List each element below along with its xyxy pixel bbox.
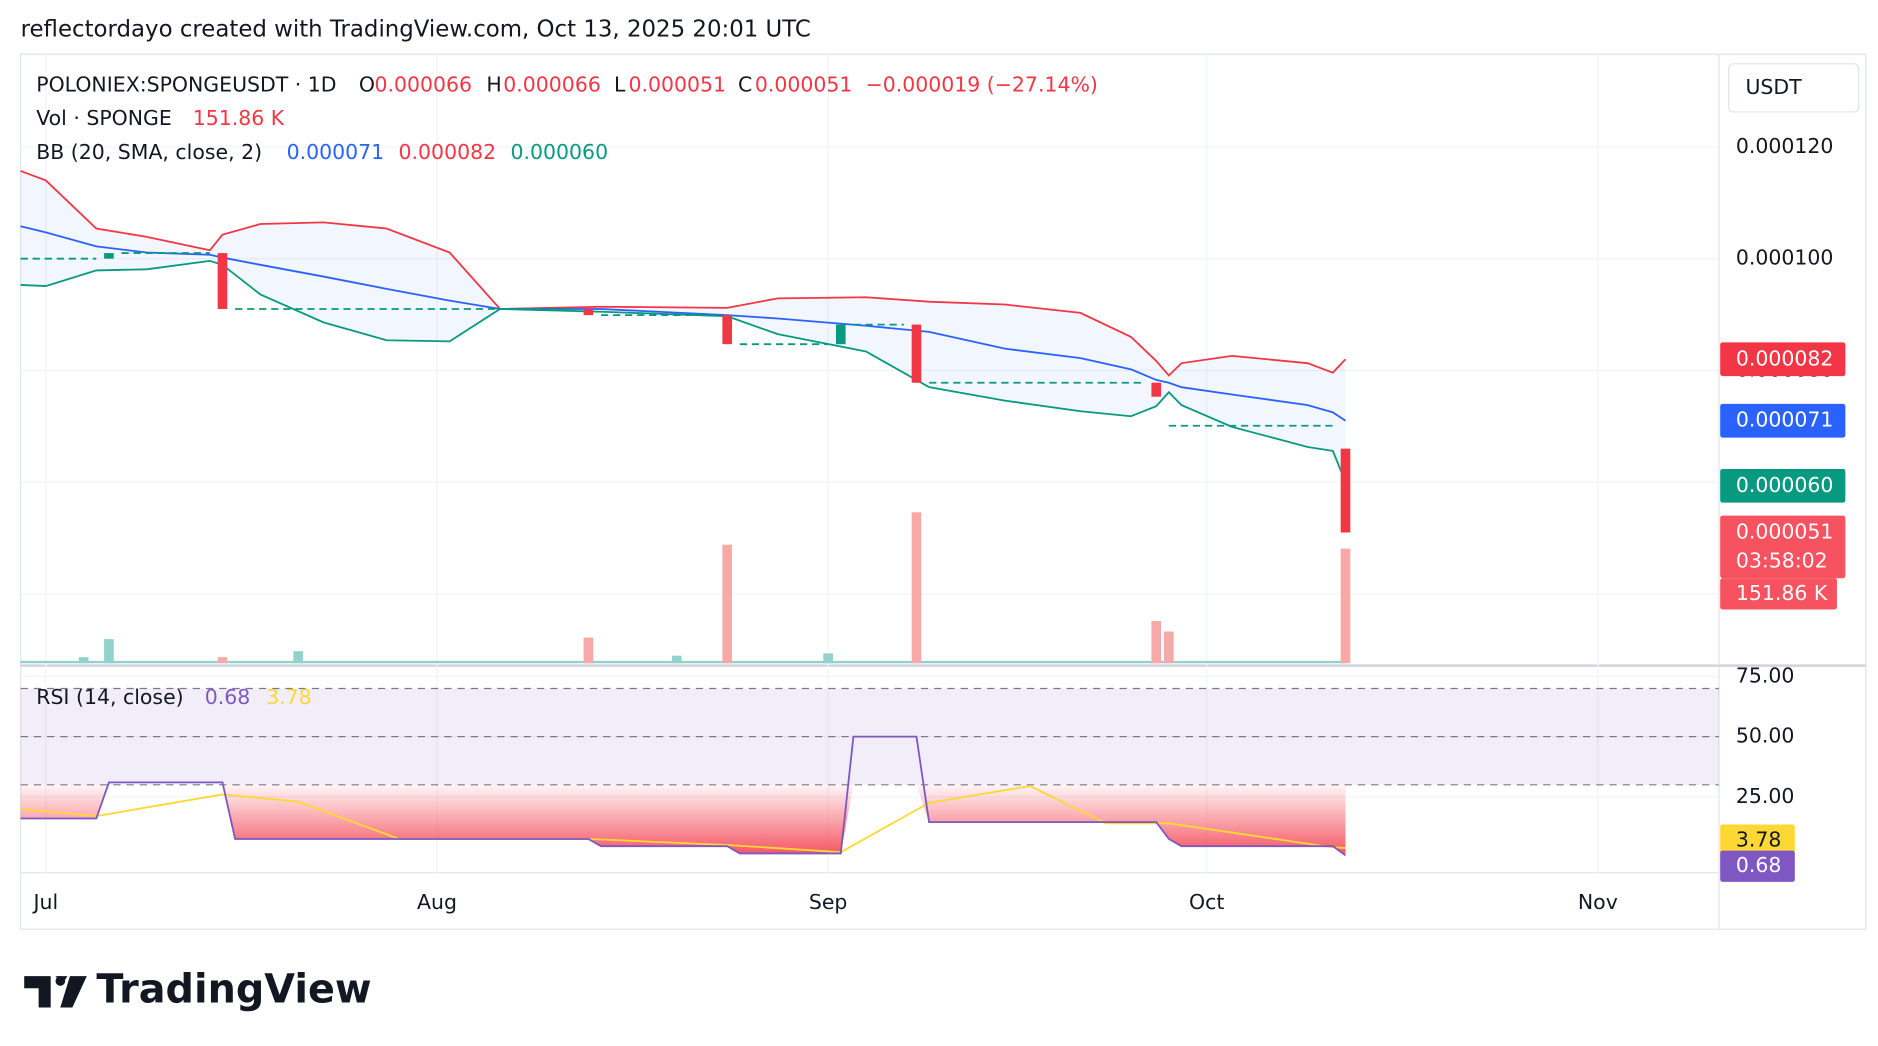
x-tick-label: Aug [417, 890, 457, 914]
rsi-ma [20, 785, 1346, 854]
bb-fill [20, 170, 1346, 483]
bb-upper [20, 170, 1347, 377]
volume-bar [911, 512, 922, 664]
open-value: 0.000066 [374, 72, 472, 96]
logo-text: TradingView [96, 966, 371, 1012]
volume-bar [1340, 548, 1351, 664]
candle-body [1151, 382, 1162, 397]
y-tick-label: 0.000100 [1736, 246, 1834, 270]
bb-basis [20, 225, 1346, 422]
volume-bar [671, 655, 682, 664]
change: −0.000019 (−27.14%) [866, 72, 1098, 96]
candle-body [911, 324, 922, 383]
candle-body [722, 315, 733, 345]
bb-basis-tag: 0.000071 [1736, 408, 1834, 432]
bb-lower-tag: 0.000060 [1736, 473, 1834, 497]
volume-bar [78, 657, 89, 664]
logo-dot [55, 976, 66, 986]
bb-upper-value: 0.000082 [399, 140, 497, 164]
rsi-value: 0.68 [205, 685, 251, 709]
bb-lower-tag-box [1720, 468, 1846, 503]
rsi-tag-box [1720, 850, 1795, 882]
labels: reflectordayo created with TradingView.c… [21, 17, 1860, 1012]
y-tick-label: 0.000120 [1736, 134, 1834, 158]
bb-basis-tag-box [1720, 403, 1846, 438]
volume-bar [1151, 620, 1162, 664]
x-tick-label: Jul [31, 890, 58, 914]
candle-body [583, 308, 594, 316]
ohlc-letter: H [486, 72, 501, 96]
ohlc-letter: O [359, 72, 375, 96]
volume-bar [1164, 631, 1174, 664]
volume-tag-box [1720, 578, 1837, 610]
rsi-legend: RSI (14, close) [36, 685, 183, 709]
volume-bar [583, 637, 594, 664]
close-tag: 0.000051 [1736, 519, 1834, 543]
bb-legend: BB (20, SMA, close, 2) [36, 140, 262, 164]
volume-bar [293, 651, 304, 664]
attribution: reflectordayo created with TradingView.c… [21, 17, 811, 43]
candle-body [835, 324, 846, 345]
rsi-ma-tag-box [1720, 824, 1795, 857]
low-value: 0.000051 [628, 72, 726, 96]
symbol: POLONIEX:SPONGEUSDT · 1D [36, 72, 336, 96]
bb-basis-value: 0.000071 [287, 140, 385, 164]
bb-lower-value: 0.000060 [510, 140, 608, 164]
candle-body [104, 253, 114, 259]
rsi-tick-label: 75.00 [1736, 663, 1795, 687]
close-tag: 03:58:02 [1736, 548, 1828, 572]
rsi-ma-value: 3.78 [266, 685, 312, 709]
logo-icon [24, 976, 87, 1008]
volume-bar [823, 653, 833, 664]
bb-upper-tag: 0.000082 [1736, 346, 1834, 370]
rsi-tick-label: 50.00 [1736, 724, 1795, 748]
volume-bar [104, 639, 114, 664]
volume-tag: 151.86 K [1736, 581, 1828, 605]
x-tick-label: Sep [809, 890, 848, 914]
volume-bar [217, 657, 228, 664]
high-value: 0.000066 [503, 72, 601, 96]
rsi-oversold-fill [20, 784, 1346, 856]
x-tick-label: Oct [1189, 890, 1224, 914]
rsi-tick-label: 25.00 [1736, 784, 1795, 808]
close-value: 0.000051 [755, 72, 853, 96]
currency-button[interactable] [1728, 63, 1860, 113]
candle-body [1340, 448, 1351, 533]
rsi-ma-tag: 3.78 [1736, 828, 1782, 852]
logo: TradingView [24, 966, 372, 1012]
ohlc-letter: L [614, 72, 626, 96]
rsi-tag: 0.68 [1736, 853, 1782, 877]
candle-body [217, 253, 228, 309]
bb-upper-tag-box [1720, 342, 1846, 377]
grid [20, 54, 1719, 873]
close-tag-box [1720, 515, 1846, 579]
bb-lower [20, 259, 1347, 483]
volume-bar [722, 544, 733, 664]
plot [20, 170, 1719, 857]
chart-frame [19, 53, 1867, 930]
currency[interactable]: USDT [1745, 75, 1802, 99]
volume-legend: Vol · SPONGE [36, 106, 172, 130]
volume-value: 151.86 K [193, 106, 285, 130]
ohlc-letter: C [738, 72, 752, 96]
x-tick-label: Nov [1578, 890, 1618, 914]
rsi-line [20, 735, 1347, 857]
